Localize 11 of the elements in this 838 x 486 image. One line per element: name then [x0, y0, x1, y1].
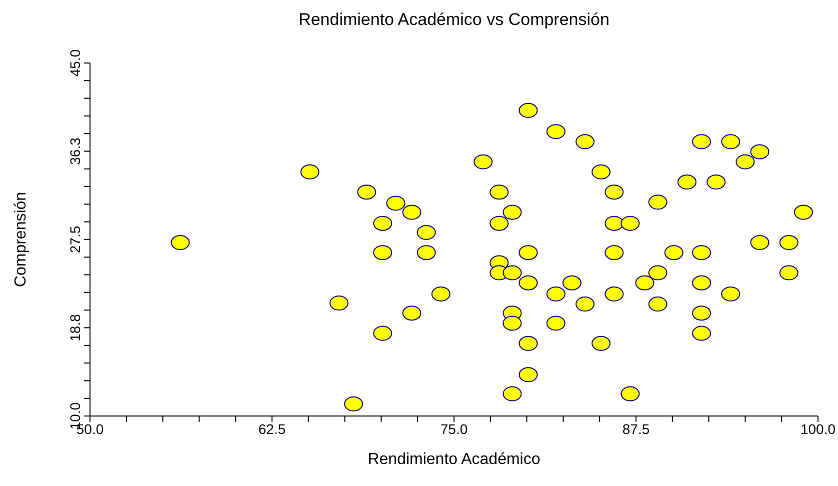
chart-title: Rendimiento Académico vs Comprensión — [298, 10, 610, 30]
x-axis-title: Rendimiento Académico — [368, 451, 540, 468]
y-tick-label: 36.3 — [67, 137, 83, 165]
y-axis-title: Comprensión — [12, 192, 30, 288]
x-tick-label: 87.5 — [622, 420, 650, 437]
x-tick-label: 75.0 — [440, 420, 468, 437]
x-tick-label: 100.0 — [800, 420, 836, 437]
x-tick-label: 62.5 — [258, 420, 286, 437]
y-tick-label: 45.0 — [67, 49, 83, 77]
y-tick-label: 27.5 — [67, 226, 83, 254]
y-tick-label: 18.8 — [67, 314, 83, 342]
